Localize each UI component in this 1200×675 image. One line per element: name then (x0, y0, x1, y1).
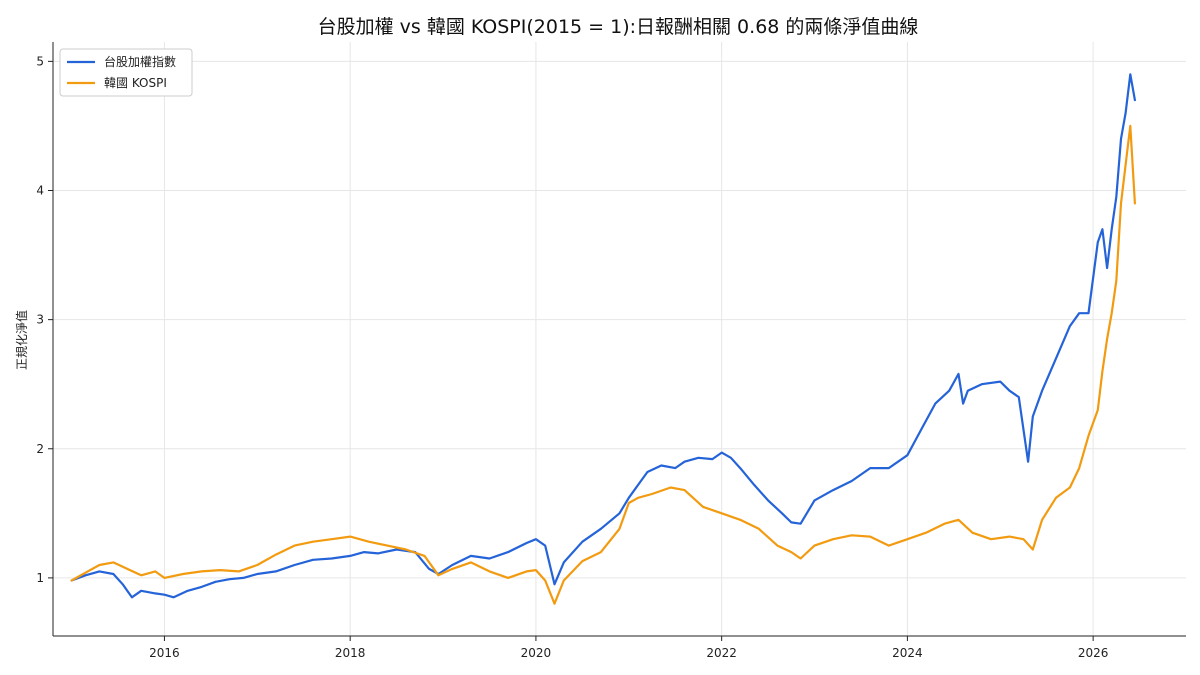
x-tick-label: 2020 (521, 646, 552, 660)
x-tick-label: 2016 (149, 646, 180, 660)
series-lines (70, 73, 1136, 605)
x-tick-label: 2024 (892, 646, 923, 660)
grid (53, 42, 1186, 636)
y-tick-label: 4 (36, 184, 44, 198)
y-axis-label: 正規化淨值 (14, 310, 29, 370)
series-line-0 (70, 73, 1136, 599)
axes: 2016 2018 2020 2022 2024 2026 1 2 3 4 5 (36, 42, 1186, 660)
legend-label-1: 韓國 KOSPI (104, 76, 167, 90)
y-tick-label: 3 (36, 313, 44, 327)
y-tick-label: 1 (36, 571, 44, 585)
y-tick-label: 5 (36, 54, 44, 68)
y-tick-label: 2 (36, 442, 44, 456)
legend-box (59, 48, 193, 97)
x-tick-label: 2018 (335, 646, 366, 660)
x-tick-label: 2022 (706, 646, 737, 660)
legend-label-0: 台股加權指數 (104, 54, 176, 69)
series-line-1 (70, 124, 1136, 605)
x-tick-label: 2026 (1078, 646, 1109, 660)
chart-title: 台股加權 vs 韓國 KOSPI(2015 = 1):日報酬相關 0.68 的兩… (318, 16, 919, 38)
